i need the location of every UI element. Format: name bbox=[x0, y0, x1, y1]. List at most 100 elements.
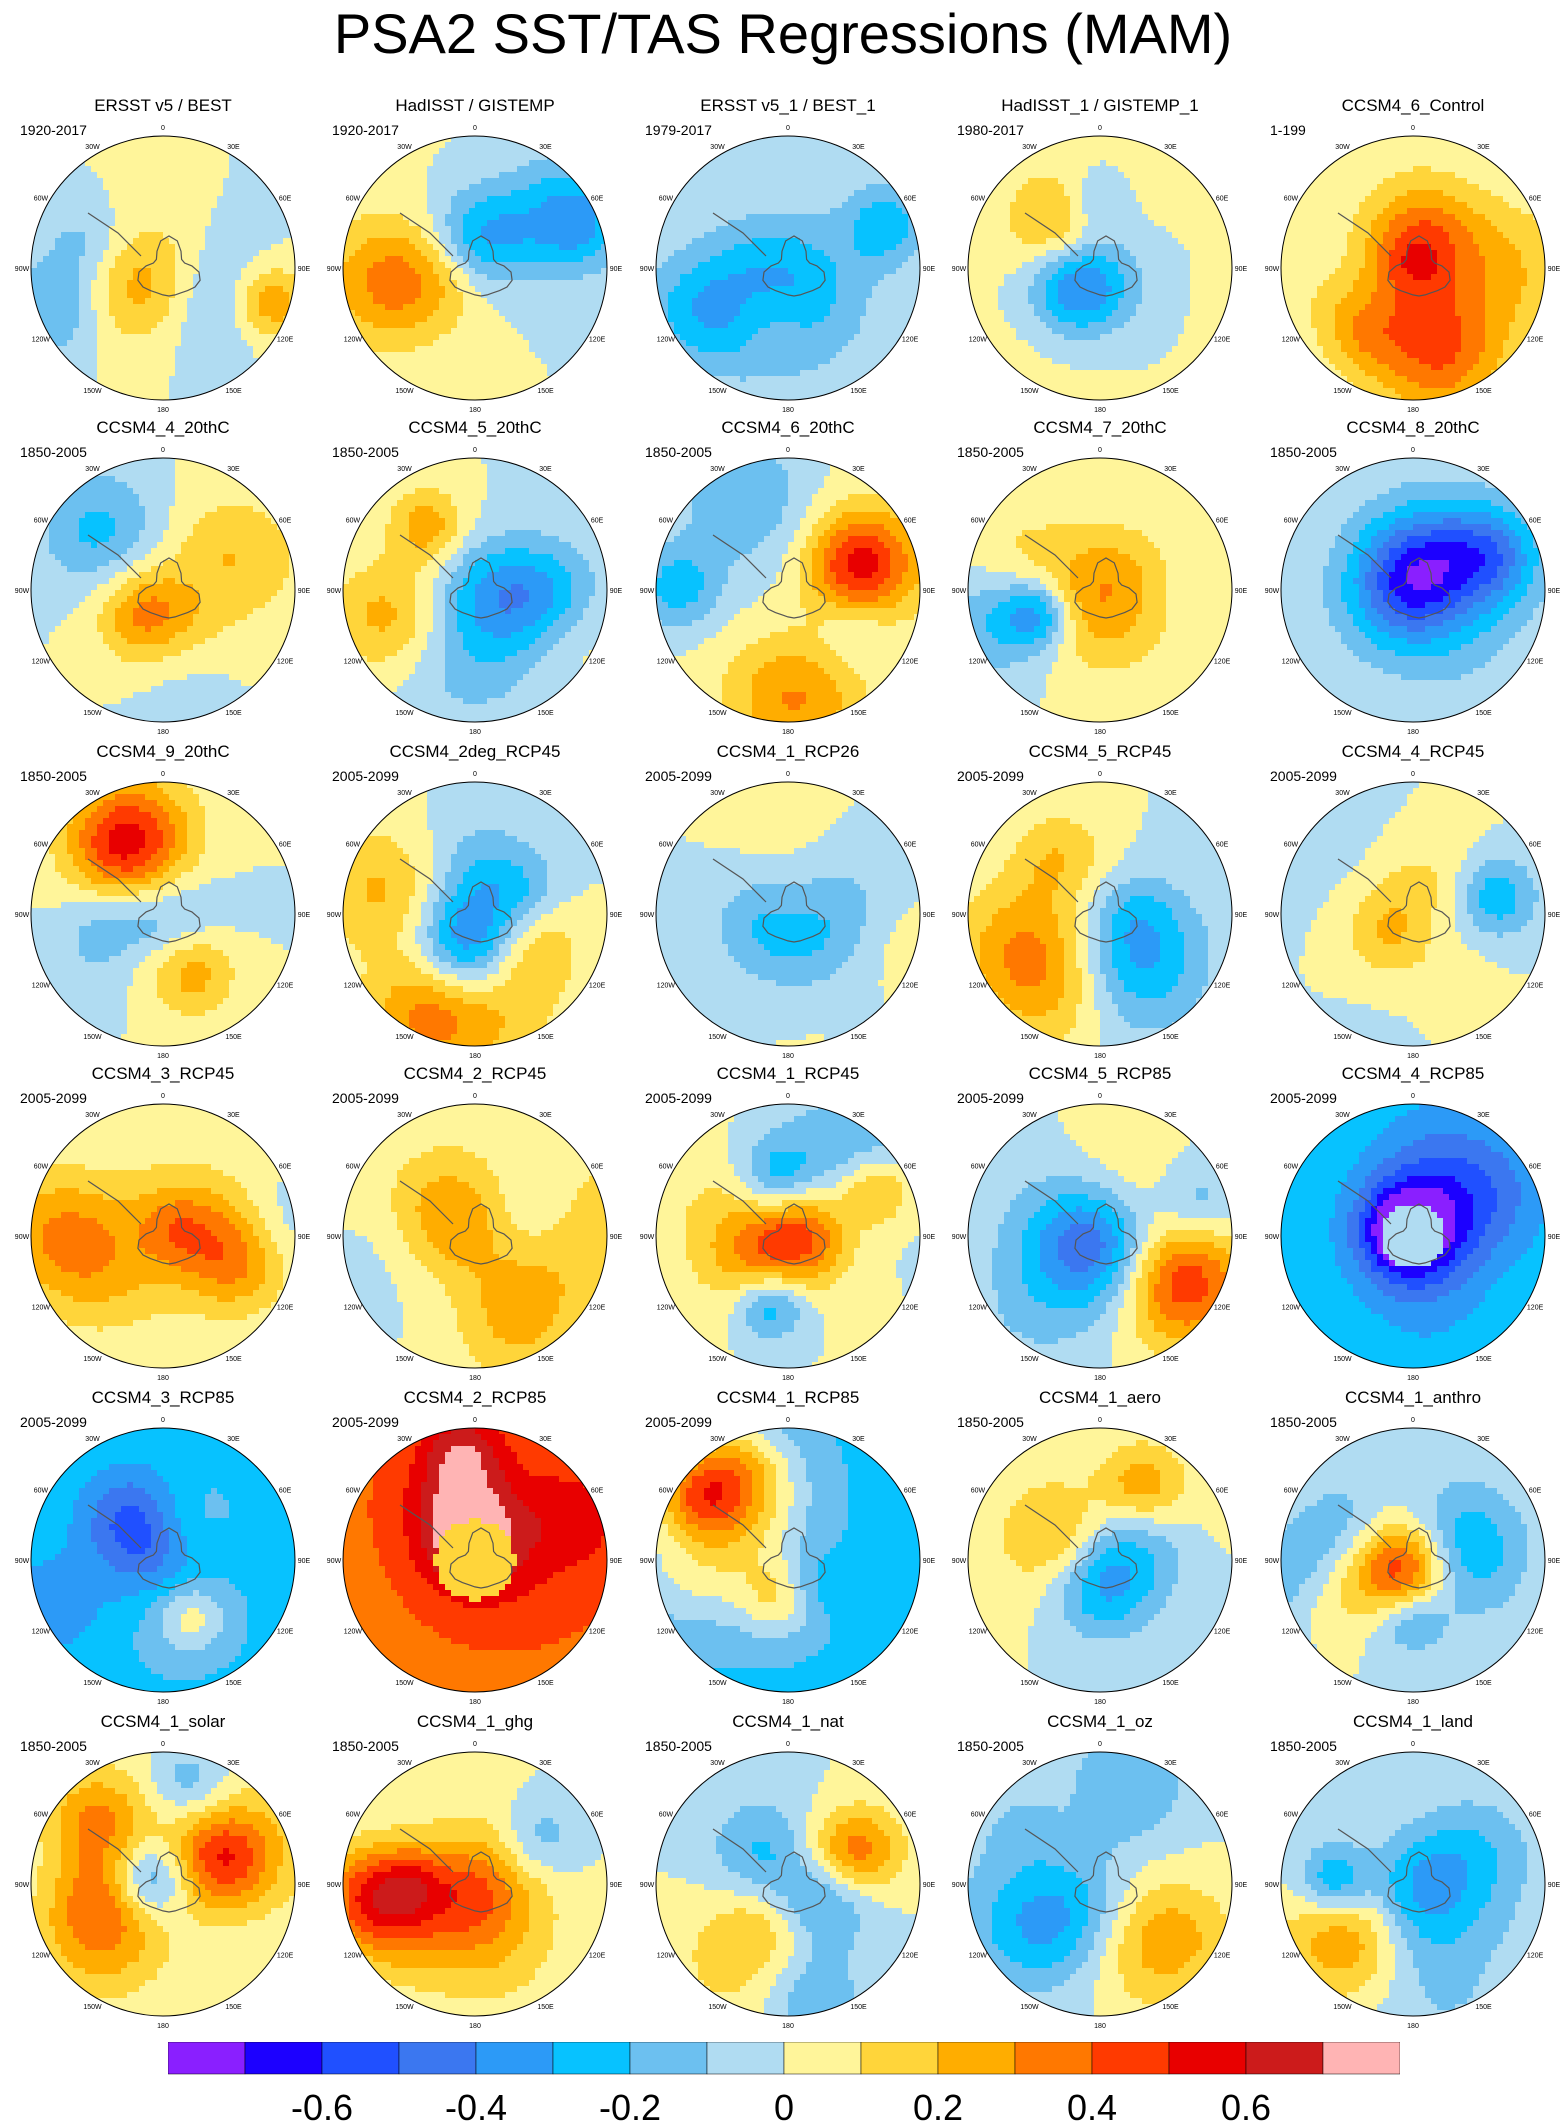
longitude-label: 30W bbox=[1335, 466, 1350, 473]
longitude-label: 150W bbox=[708, 1034, 727, 1041]
panel-title: CCSM4_3_RCP85 bbox=[8, 1388, 318, 1408]
longitude-label: 120E bbox=[277, 1305, 294, 1312]
longitude-label: 90W bbox=[952, 1558, 967, 1565]
longitude-label: 120W bbox=[1282, 659, 1301, 666]
longitude-label: 150W bbox=[395, 1356, 414, 1363]
longitude-label: 60W bbox=[971, 1488, 986, 1495]
panel-title: CCSM4_1_RCP26 bbox=[633, 742, 943, 762]
panel-title: CCSM4_6_Control bbox=[1258, 96, 1566, 116]
longitude-label: 60W bbox=[1284, 1164, 1299, 1171]
longitude-label: 120E bbox=[589, 1305, 606, 1312]
longitude-label: 90E bbox=[298, 1882, 311, 1889]
panel-years: 2005-2099 bbox=[1270, 1090, 1337, 1106]
longitude-label: 60E bbox=[1216, 1164, 1229, 1171]
longitude-label: 90W bbox=[327, 1234, 342, 1241]
longitude-label: 120W bbox=[344, 1629, 363, 1636]
longitude-label: 150W bbox=[1020, 1034, 1039, 1041]
longitude-label: 0 bbox=[161, 1417, 165, 1424]
panel-years: 1850-2005 bbox=[332, 1738, 399, 1754]
longitude-label: 180 bbox=[157, 407, 169, 414]
longitude-label: 60W bbox=[659, 1812, 674, 1819]
longitude-label: 120W bbox=[969, 983, 988, 990]
panel-title: CCSM4_1_land bbox=[1258, 1712, 1566, 1732]
longitude-label: 30W bbox=[1022, 1436, 1037, 1443]
longitude-label: 180 bbox=[782, 1375, 794, 1382]
panel-years: 2005-2099 bbox=[645, 1090, 712, 1106]
longitude-label: 0 bbox=[786, 1741, 790, 1748]
longitude-label: 180 bbox=[157, 1699, 169, 1706]
longitude-label: 120W bbox=[969, 1629, 988, 1636]
longitude-label: 150E bbox=[850, 1356, 867, 1363]
longitude-label: 180 bbox=[782, 1053, 794, 1060]
longitude-label: 150W bbox=[708, 2004, 727, 2011]
longitude-label: 0 bbox=[161, 125, 165, 132]
panel-years: 1850-2005 bbox=[20, 1738, 87, 1754]
colorbar-swatch bbox=[707, 2042, 784, 2074]
panel-years: 1850-2005 bbox=[1270, 444, 1337, 460]
longitude-label: 120W bbox=[32, 659, 51, 666]
longitude-label: 0 bbox=[1411, 1417, 1415, 1424]
longitude-label: 90E bbox=[610, 1882, 623, 1889]
longitude-label: 30W bbox=[1022, 144, 1037, 151]
longitude-label: 30E bbox=[539, 1436, 552, 1443]
longitude-label: 90W bbox=[327, 266, 342, 273]
panel-years: 2005-2099 bbox=[20, 1090, 87, 1106]
panel-years: 2005-2099 bbox=[957, 1090, 1024, 1106]
longitude-label: 60W bbox=[346, 1812, 361, 1819]
longitude-label: 90W bbox=[952, 1882, 967, 1889]
longitude-label: 60W bbox=[971, 1812, 986, 1819]
longitude-label: 0 bbox=[1411, 125, 1415, 132]
longitude-label: 0 bbox=[473, 771, 477, 778]
longitude-label: 120E bbox=[277, 1629, 294, 1636]
longitude-label: 60W bbox=[971, 842, 986, 849]
longitude-label: 0 bbox=[786, 1417, 790, 1424]
longitude-label: 120E bbox=[902, 983, 919, 990]
longitude-label: 90W bbox=[327, 912, 342, 919]
panel-title: HadISST / GISTEMP bbox=[320, 96, 630, 116]
longitude-label: 90W bbox=[327, 588, 342, 595]
longitude-label: 150E bbox=[1475, 1356, 1492, 1363]
longitude-label: 60W bbox=[1284, 1488, 1299, 1495]
field-shading bbox=[968, 458, 1233, 723]
colorbar-swatch bbox=[1246, 2042, 1323, 2074]
longitude-label: 150E bbox=[850, 2004, 867, 2011]
longitude-label: 30W bbox=[397, 466, 412, 473]
longitude-label: 150W bbox=[1020, 1356, 1039, 1363]
longitude-label: 60E bbox=[591, 518, 604, 525]
longitude-label: 150W bbox=[395, 1034, 414, 1041]
panel-title: CCSM4_2_RCP45 bbox=[320, 1064, 630, 1084]
longitude-label: 120E bbox=[1527, 1629, 1544, 1636]
longitude-label: 30W bbox=[85, 144, 100, 151]
panel-years: 1850-2005 bbox=[1270, 1738, 1337, 1754]
longitude-label: 90E bbox=[923, 1558, 936, 1565]
longitude-label: 120W bbox=[969, 337, 988, 344]
longitude-label: 90W bbox=[640, 1234, 655, 1241]
longitude-label: 150E bbox=[1162, 1034, 1179, 1041]
longitude-label: 30W bbox=[710, 790, 725, 797]
longitude-label: 60E bbox=[904, 196, 917, 203]
longitude-label: 60E bbox=[1216, 842, 1229, 849]
longitude-label: 180 bbox=[1407, 729, 1419, 736]
longitude-label: 60W bbox=[971, 518, 986, 525]
longitude-label: 60E bbox=[904, 1488, 917, 1495]
longitude-label: 120W bbox=[657, 659, 676, 666]
longitude-label: 120W bbox=[32, 1953, 51, 1960]
longitude-label: 60W bbox=[971, 196, 986, 203]
longitude-label: 30W bbox=[1335, 144, 1350, 151]
longitude-label: 30W bbox=[710, 144, 725, 151]
panel-title: CCSM4_2_RCP85 bbox=[320, 1388, 630, 1408]
longitude-label: 120W bbox=[1282, 1629, 1301, 1636]
longitude-label: 60E bbox=[279, 1812, 292, 1819]
longitude-label: 90W bbox=[952, 588, 967, 595]
longitude-label: 60E bbox=[1216, 196, 1229, 203]
longitude-label: 180 bbox=[469, 1375, 481, 1382]
longitude-label: 90E bbox=[1235, 1234, 1248, 1241]
longitude-label: 90W bbox=[1265, 588, 1280, 595]
